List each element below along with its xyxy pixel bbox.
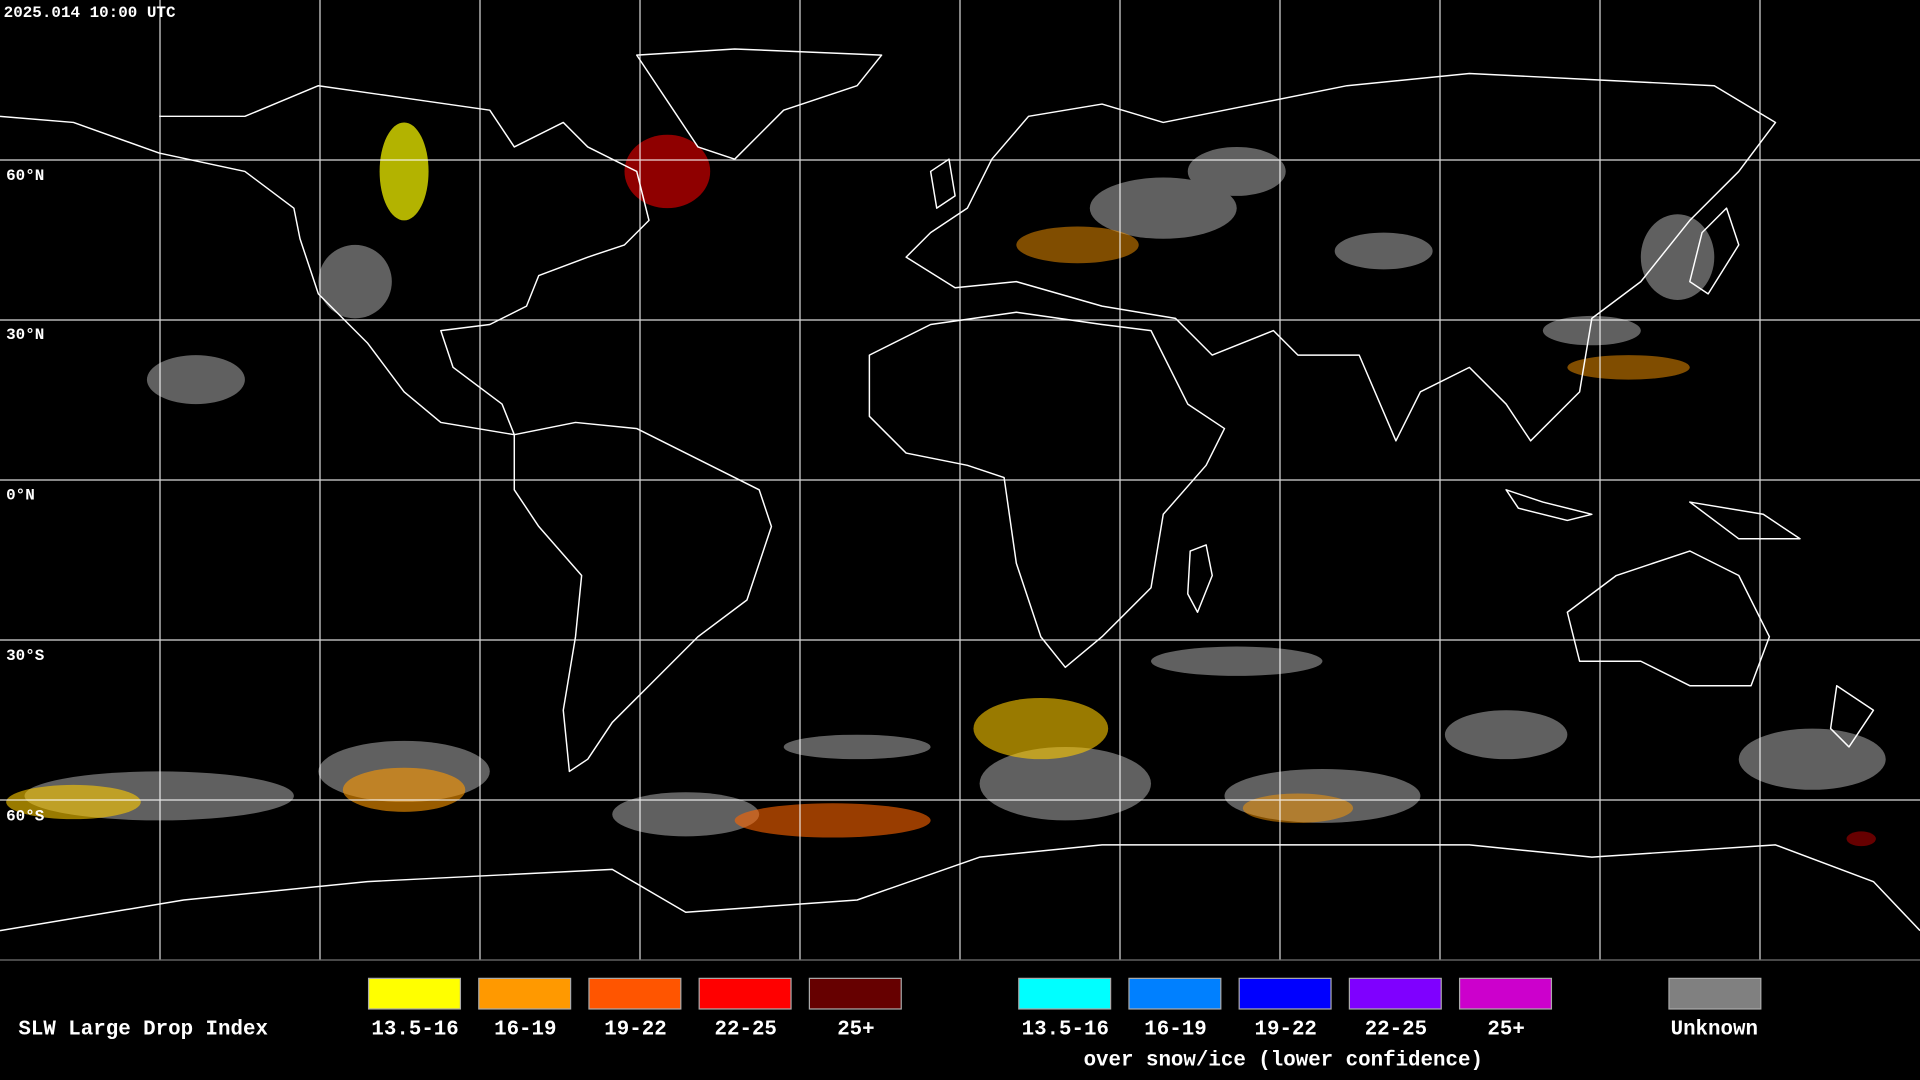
- latitude-label: 0°N: [6, 487, 35, 505]
- legend-label: 16-19: [494, 1019, 556, 1042]
- legend-swatch: [1128, 977, 1222, 1010]
- legend-label: 22-25: [1365, 1019, 1427, 1042]
- legend-label: 13.5-16: [1022, 1019, 1109, 1042]
- coastlines: [0, 48, 1920, 932]
- legend-label: 16-19: [1144, 1019, 1206, 1042]
- graticule: [0, 0, 1920, 961]
- legend-label: 19-22: [1255, 1019, 1317, 1042]
- legend-swatch: [1238, 977, 1332, 1010]
- legend-swatch: [808, 977, 902, 1010]
- legend: SLW Large Drop Index over snow/ice (lowe…: [18, 977, 1762, 1072]
- legend-swatch: [367, 977, 462, 1010]
- latitude-label: 60°S: [6, 807, 45, 825]
- latitude-label: 60°N: [6, 167, 44, 185]
- legend-swatch: [478, 977, 572, 1010]
- legend-label: Unknown: [1671, 1019, 1758, 1042]
- legend-label: 25+: [1487, 1019, 1524, 1042]
- timestamp: 2025.014 10:00 UTC: [4, 4, 176, 22]
- legend-swatch: [1348, 977, 1442, 1010]
- latitude-label: 30°N: [6, 326, 44, 344]
- legend-swatch: [588, 977, 682, 1010]
- legend-caption: over snow/ice (lower confidence): [1084, 1049, 1483, 1072]
- legend-swatch: [698, 977, 792, 1010]
- legend-label: 22-25: [715, 1019, 777, 1042]
- legend-swatch: [1458, 977, 1553, 1010]
- legend-label: 19-22: [604, 1019, 666, 1042]
- latitude-label: 30°S: [6, 647, 45, 665]
- slw-fields: [6, 122, 1876, 847]
- legend-swatch: [1668, 977, 1762, 1010]
- legend-swatch: [1018, 977, 1112, 1010]
- legend-label: 13.5-16: [371, 1019, 458, 1042]
- legend-label: 25+: [837, 1019, 874, 1042]
- legend-title: SLW Large Drop Index: [18, 1019, 268, 1042]
